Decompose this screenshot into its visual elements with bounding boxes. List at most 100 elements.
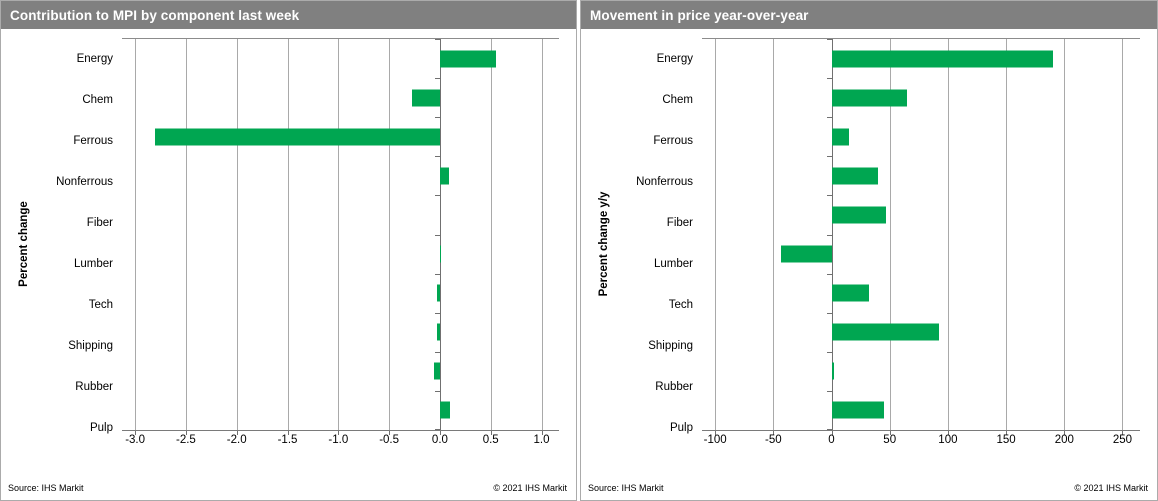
plot-wrap: -100 -50 0 50 100 150 200 250 [702, 38, 1140, 449]
bar-energy [439, 50, 496, 68]
category-axis-tick [826, 234, 832, 236]
category-axis-tick [826, 78, 832, 80]
source-note: Source: IHS Markit [8, 483, 84, 493]
category-axis-tick [434, 117, 440, 119]
x-axis-tick-labels: -100 -50 0 50 100 150 200 250 [702, 431, 1140, 449]
x-axis-tick-label: -50 [765, 434, 782, 446]
bar-fiber [831, 206, 887, 224]
category-label: Shipping [648, 340, 693, 353]
category-label: Energy [76, 52, 113, 65]
plot-area [122, 38, 559, 435]
category-axis-tick [434, 390, 440, 392]
chart-title-bar: Movement in price year-over-year [581, 1, 1157, 29]
gridline [135, 39, 137, 430]
chart-area: Percent change y/y Energy Chem Ferrous Nonf… [581, 29, 1157, 449]
bar-energy [831, 50, 1053, 68]
bar-rubber [831, 362, 834, 380]
category-label: Pulp [89, 422, 113, 435]
x-axis-tick-labels: -3.0 -2.5 -2.0 -1.5 -1.0 -0.5 0.0 0.5 1.0 [122, 431, 559, 449]
category-axis-tick [434, 156, 440, 158]
gridline [889, 39, 891, 430]
y-axis-title-strip: Percent change [6, 38, 42, 449]
x-axis-tick [490, 431, 492, 435]
x-axis-tick-label: 100 [938, 434, 958, 446]
x-axis-tick-label: 200 [1054, 434, 1074, 446]
category-axis-tick [434, 78, 440, 80]
gridline [715, 39, 717, 430]
category-axis-tick [826, 195, 832, 197]
x-axis-tick-label: -0.5 [379, 434, 400, 446]
x-axis-tick [773, 431, 775, 435]
bar-shipping [831, 323, 939, 341]
x-axis-tick-label: 0 [828, 434, 835, 446]
x-axis-tick [185, 431, 187, 435]
category-axis-tick [826, 429, 832, 430]
chart-panel-price-movement: Movement in price year-over-year Percent… [580, 0, 1158, 501]
category-axis-tick [434, 234, 440, 236]
x-axis-tick [287, 431, 289, 435]
category-label: Tech [668, 299, 693, 312]
x-axis-tick [889, 431, 891, 435]
chart-area: Percent change Energy Chem Ferrous Nonferro… [1, 29, 576, 449]
gridline [947, 39, 949, 430]
bar-tech [831, 284, 869, 302]
category-axis-line [439, 39, 441, 430]
bar-rubber [433, 362, 440, 380]
chart-footer: Source: IHS Markit © 2021 IHS Markit [581, 449, 1157, 500]
category-axis-tick [434, 39, 440, 40]
chart-footer: Source: IHS Markit © 2021 IHS Markit [1, 449, 576, 500]
category-axis-tick [434, 351, 440, 353]
category-label: Rubber [75, 381, 113, 394]
x-axis-tick-label: -2.0 [226, 434, 247, 446]
category-axis-labels: Energy Chem Ferrous Nonferrous Fiber Lumber Te… [42, 38, 122, 449]
category-label: Pulp [669, 422, 693, 435]
category-label: Lumber [654, 258, 693, 271]
gridline [338, 39, 340, 430]
bar-shipping [436, 323, 440, 341]
category-label: Nonferrous [636, 175, 693, 188]
category-label: Nonferrous [56, 175, 113, 188]
plot-area [702, 38, 1140, 435]
x-axis-tick-label: 1.0 [533, 434, 550, 446]
x-axis-tick-label: 0.5 [482, 434, 499, 446]
category-axis-line [831, 39, 833, 430]
x-axis-tick-label: 0.0 [431, 434, 448, 446]
x-axis-tick [541, 431, 543, 435]
chart-title-bar: Contribution to MPI by component last we… [1, 1, 576, 29]
category-axis-tick [826, 117, 832, 119]
y-axis-title: Percent change [18, 200, 30, 287]
plot-wrap: -3.0 -2.5 -2.0 -1.5 -1.0 -0.5 0.0 0.5 1.0 [122, 38, 559, 449]
category-label: Fiber [666, 216, 693, 229]
bar-pulp [439, 401, 451, 419]
category-label: Ferrous [73, 134, 113, 147]
category-axis-tick [434, 429, 440, 430]
x-axis-tick-label: 250 [1112, 434, 1133, 446]
x-axis-tick [831, 431, 833, 435]
category-axis-tick [826, 273, 832, 275]
x-axis-tick [439, 431, 441, 435]
x-axis-tick-label: 150 [996, 434, 1016, 446]
x-axis-tick-label: -2.5 [175, 434, 196, 446]
bar-pulp [831, 401, 884, 419]
x-axis-tick [236, 431, 238, 435]
category-axis-tick [434, 312, 440, 314]
category-label: Energy [656, 52, 693, 65]
gridline [1122, 39, 1124, 430]
gridline [773, 39, 775, 430]
category-axis-tick [434, 273, 440, 275]
category-label: Rubber [655, 381, 693, 394]
source-note: Source: IHS Markit [588, 483, 664, 493]
x-axis-tick [1064, 431, 1066, 435]
bar-ferrous [155, 128, 440, 146]
bar-nonferrous [439, 167, 450, 185]
x-axis-tick-label: -1.0 [328, 434, 349, 446]
category-axis-tick [826, 312, 832, 314]
category-axis-tick [826, 39, 832, 40]
gridline [1064, 39, 1066, 430]
category-label: Shipping [68, 340, 113, 353]
gridline [185, 39, 187, 430]
category-label: Fiber [86, 216, 113, 229]
category-label: Ferrous [653, 134, 693, 147]
x-axis-tick-label: 50 [883, 434, 897, 446]
x-axis-tick-label: -3.0 [125, 434, 146, 446]
